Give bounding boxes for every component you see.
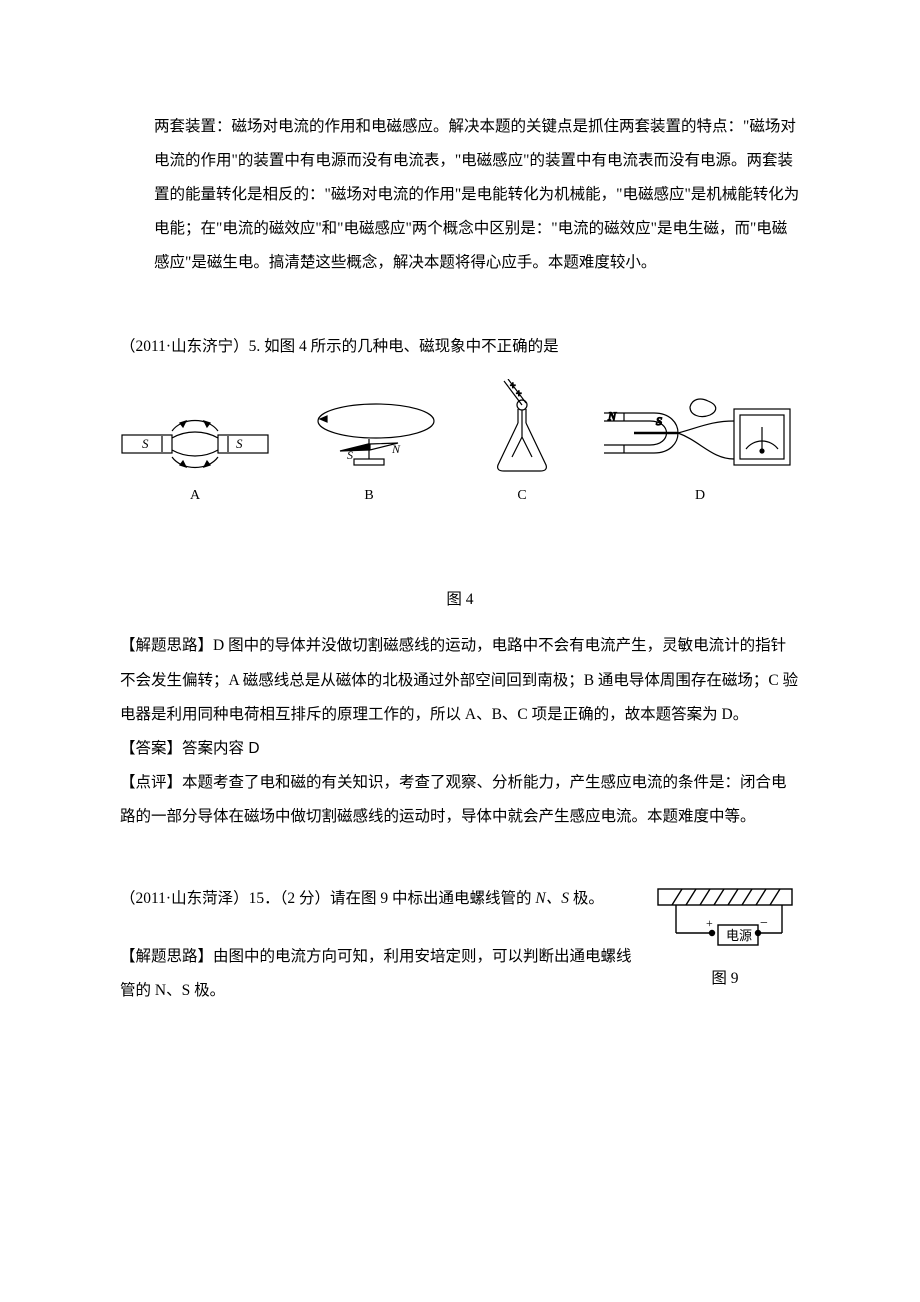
q15-stem-1: 请在图 9 中标出通电螺线管的 [330, 890, 535, 907]
q5-solution: 【解题思路】D 图中的导体并没做切割磁感线的运动，电路中不会有电流产生，灵敏电流… [120, 629, 800, 731]
q5-figure-row: S S A S [120, 373, 800, 514]
q5-comment-body: 本题考查了电和磁的有关知识，考查了观察、分析能力，产生感应电流的条件是：闭合电路… [120, 774, 787, 825]
figure-a-label: A [120, 481, 270, 512]
q5-answer-body: 答案内容 D [182, 740, 260, 757]
q5-source: （2011·山东济宁） [120, 338, 249, 355]
q5-figure-caption: 图 4 [120, 583, 800, 617]
figure-d: N S [600, 387, 800, 512]
svg-text:S: S [347, 448, 353, 462]
q5-comment: 【点评】本题考查了电和磁的有关知识，考查了观察、分析能力，产生感应电流的条件是：… [120, 766, 800, 834]
q15-stem-italic: N、S [535, 890, 569, 907]
figure-b: S N B [294, 397, 444, 512]
q5-number: 5. [249, 338, 265, 355]
q15-source: （2011·山东菏泽） [120, 890, 249, 907]
battery-label: 电源 [726, 928, 752, 943]
q5-answer-heading: 【答案】 [120, 740, 182, 757]
q15-points: （2 分） [280, 890, 330, 907]
svg-text:+: + [516, 389, 522, 400]
svg-text:+: + [706, 916, 713, 930]
q15-stem-2: 极。 [569, 890, 604, 907]
q5-comment-heading: 【点评】 [120, 774, 182, 791]
figure-d-label: D [600, 481, 800, 512]
q5-stem-text: 如图 4 所示的几种电、磁现象中不正确的是 [264, 338, 559, 355]
figure-c-label: C [468, 481, 576, 512]
figure-b-label: B [294, 481, 444, 512]
figure-d-box: N S [600, 387, 800, 479]
q5-answer: 【答案】答案内容 D [120, 732, 800, 766]
svg-text:S: S [656, 414, 662, 428]
q15-solution-heading: 【解题思路】 [120, 948, 213, 965]
q15-number: 15． [249, 890, 280, 907]
intro-paragraph: 两套装置：磁场对电流的作用和电磁感应。解决本题的关键点是抓住两套装置的特点："磁… [120, 110, 800, 280]
figure-b-box: S N [294, 397, 444, 479]
figure-c-box: + + [468, 379, 576, 479]
svg-text:N: N [607, 409, 617, 423]
q15-figure-box: + − 电源 [650, 882, 800, 956]
figure-a-s-right: S [236, 436, 243, 451]
figure-a-box: S S [120, 403, 270, 479]
svg-text:−: − [760, 916, 768, 931]
figure-c: + + C [468, 379, 576, 512]
q5-solution-body: D 图中的导体并没做切割磁感线的运动，电路中不会有电流产生，灵敏电流计的指针不会… [120, 637, 798, 722]
svg-text:N: N [391, 442, 401, 456]
q15-figure: + − 电源 图 9 [650, 882, 800, 996]
figure-a-s-left: S [142, 436, 149, 451]
q5-stem: （2011·山东济宁）5. 如图 4 所示的几种电、磁现象中不正确的是 [120, 330, 800, 364]
q15-figure-caption: 图 9 [650, 962, 800, 996]
question-5: （2011·山东济宁）5. 如图 4 所示的几种电、磁现象中不正确的是 [120, 330, 800, 834]
figure-a: S S A [120, 403, 270, 512]
question-15: + − 电源 图 9 （2011·山东菏泽）15．（2 分）请在图 9 中标出通… [120, 882, 800, 1008]
q5-solution-heading: 【解题思路】 [120, 637, 213, 654]
